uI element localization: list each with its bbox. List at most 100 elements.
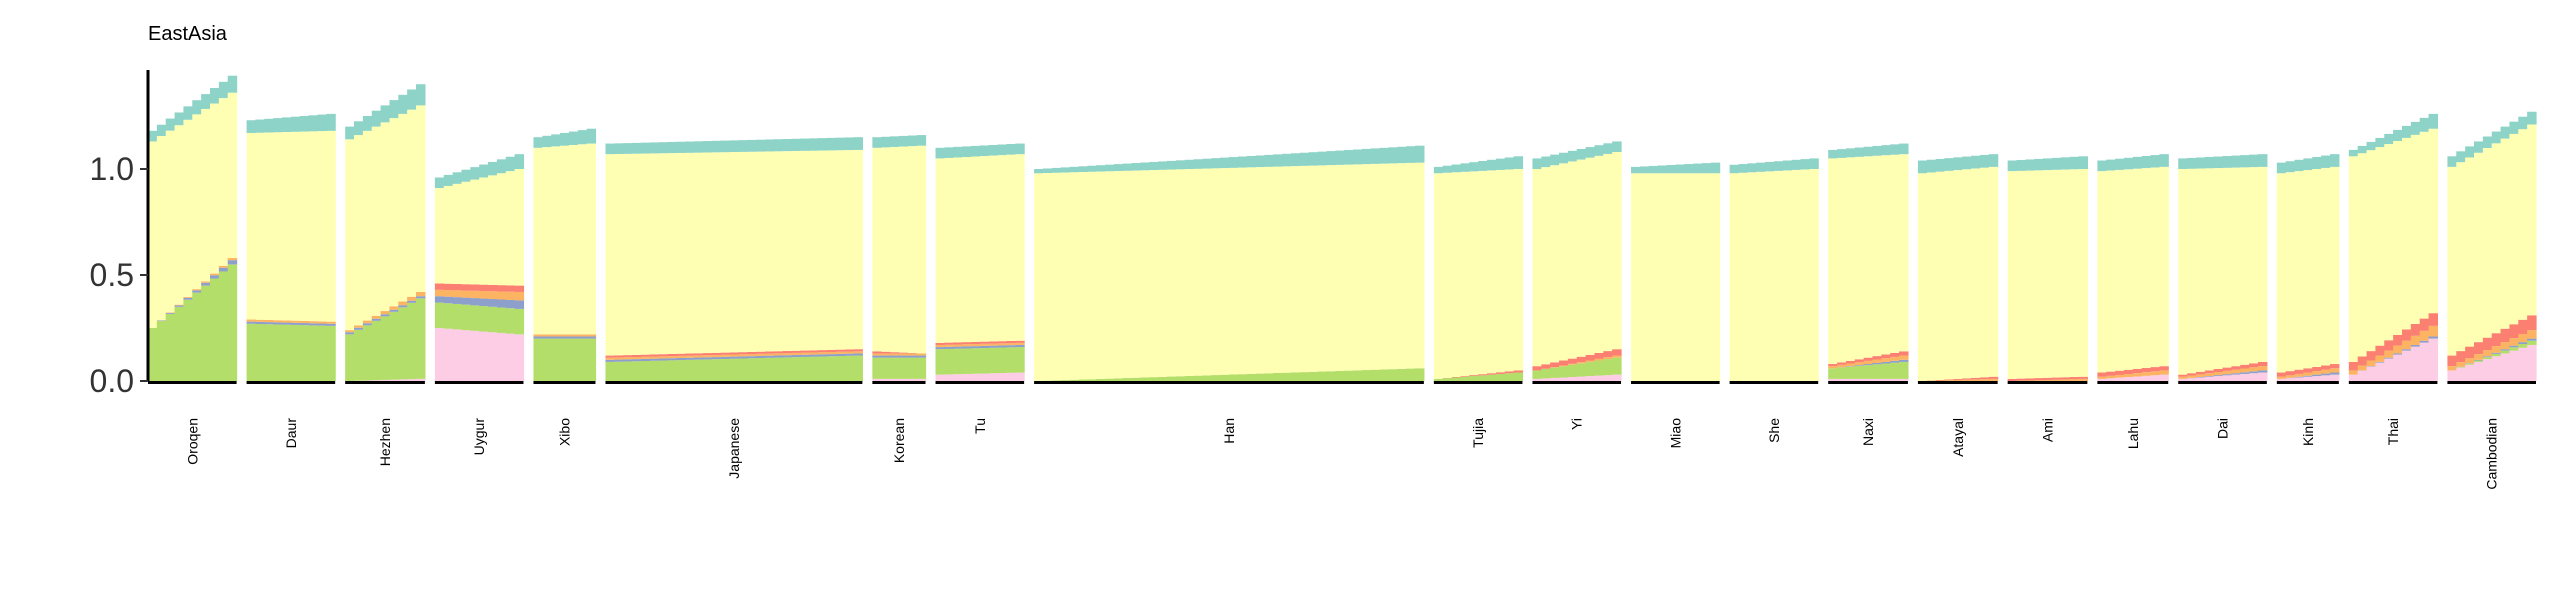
- bar-segment-c3: [2410, 344, 2421, 347]
- bar-segment-c7: [2491, 131, 2502, 144]
- group-ami: [2007, 156, 2088, 382]
- bar-segment-c4: [720, 354, 731, 357]
- group-tujia: [1433, 156, 1524, 381]
- bar-segment-c1: [1576, 376, 1587, 381]
- bar-segment-c2: [676, 360, 686, 381]
- bar-segment-c6: [826, 150, 837, 350]
- bar-segment-c7: [935, 147, 945, 159]
- bar-segment-c3: [505, 299, 516, 309]
- bar-segment-c4: [773, 353, 784, 356]
- bar-segment-c7: [632, 142, 642, 154]
- bar-segment-c3: [1863, 364, 1874, 366]
- bar-segment-c4: [1872, 359, 1882, 363]
- bar-segment-c3: [1872, 362, 1882, 365]
- bar-segment-c1: [2141, 375, 2152, 381]
- bar-segment-c6: [2456, 162, 2466, 352]
- bar-segment-c2: [1326, 371, 1336, 381]
- bar-segment-c3: [479, 298, 489, 307]
- bar-segment-c4: [299, 320, 310, 324]
- bar-segment-c2: [156, 320, 167, 381]
- bar-segment-c7: [354, 121, 364, 136]
- bar-segment-c6: [756, 151, 766, 352]
- bar-segment-c7: [210, 87, 220, 104]
- bar-segment-c2: [747, 358, 757, 381]
- bar-segment-c5: [1576, 356, 1587, 363]
- bar-segment-c2: [835, 356, 846, 381]
- bar-segment-c1: [997, 372, 1007, 381]
- group-label: Korean: [891, 418, 907, 463]
- bar-segment-c6: [551, 146, 561, 335]
- bar-segment-c2: [1863, 365, 1874, 379]
- bar-segment-c4: [605, 357, 615, 360]
- bar-segment-c3: [773, 355, 784, 358]
- bar-segment-c6: [2357, 153, 2368, 357]
- bar-segment-c5: [988, 341, 999, 344]
- bar-segment-c6: [1988, 166, 1999, 377]
- bar-segment-c3: [1899, 359, 1909, 362]
- bar-segment-c1: [2097, 378, 2107, 381]
- bar-segment-c7: [2240, 155, 2250, 168]
- bar-segment-c4: [1559, 365, 1569, 367]
- bar-segment-c6: [255, 132, 265, 320]
- bar-segment-c5: [1971, 377, 1981, 380]
- bar-segment-c5: [649, 354, 660, 357]
- bar-segment-c5: [2410, 324, 2421, 336]
- bar-segment-c6: [1612, 152, 1622, 350]
- bar-segment-c5: [782, 351, 793, 354]
- bar-segment-c7: [1881, 145, 1891, 156]
- bar-segment-c4: [970, 344, 981, 347]
- bar-segment-c2: [881, 357, 891, 379]
- bar-segment-c3: [1006, 345, 1016, 348]
- bar-segment-c2: [2500, 350, 2511, 354]
- bar-segment-c3: [1890, 360, 1900, 363]
- bar-segment-c7: [800, 138, 810, 151]
- bar-segment-c3: [667, 358, 677, 361]
- bar-segment-c5: [1890, 352, 1900, 357]
- bar-segment-c1: [2294, 377, 2304, 381]
- bar-segment-c6: [345, 139, 355, 331]
- bar-segment-c6: [667, 153, 677, 354]
- bar-segment-c3: [632, 359, 642, 362]
- bar-segment-c1: [2375, 362, 2385, 381]
- bar-segment-c3: [434, 296, 445, 303]
- bar-segment-c7: [2384, 133, 2394, 145]
- bar-segment-c6: [1184, 169, 1195, 376]
- group-atayal: [1917, 154, 1999, 382]
- bar-segment-c7: [2097, 160, 2107, 172]
- bar-segment-c6: [2257, 166, 2268, 362]
- bar-segment-c1: [470, 330, 480, 381]
- bar-segment-c3: [962, 346, 972, 349]
- bar-segment-c2: [1220, 374, 1230, 381]
- bar-segment-c4: [416, 291, 426, 297]
- bar-segment-c4: [201, 281, 211, 283]
- bar-segment-c4: [560, 334, 570, 337]
- bar-segment-c4: [174, 304, 185, 306]
- bar-segment-c7: [979, 145, 990, 157]
- bar-segment-c7: [844, 137, 855, 151]
- bar-segment-c4: [317, 321, 327, 324]
- bar-segment-c6: [2276, 173, 2287, 373]
- bar-segment-c1: [1863, 378, 1874, 381]
- bar-segment-c6: [496, 173, 507, 286]
- bar-segment-c2: [1202, 375, 1212, 381]
- bar-segment-c4: [326, 321, 336, 324]
- bar-segment-c7: [782, 139, 793, 152]
- bar-segment-c1: [2491, 356, 2502, 381]
- bar-segment-c3: [702, 357, 713, 360]
- bar-segment-c3: [282, 322, 292, 325]
- bar-segment-c3: [1881, 361, 1891, 364]
- bar-segment-c7: [1184, 159, 1195, 170]
- bar-segment-c3: [853, 353, 863, 356]
- bar-segment-c4: [362, 320, 373, 324]
- bar-segment-c4: [2527, 330, 2537, 339]
- bar-segment-c7: [2043, 158, 2053, 171]
- bar-segment-c1: [1899, 378, 1909, 381]
- bar-segment-c4: [345, 330, 355, 333]
- bar-segment-c7: [720, 140, 731, 153]
- bar-segment-c2: [1113, 378, 1124, 381]
- bar-segment-c6: [1729, 173, 1740, 381]
- bar-segment-c6: [1353, 164, 1363, 371]
- bar-segment-c2: [818, 356, 828, 381]
- bar-segment-c4: [505, 291, 516, 300]
- bar-segment-c7: [729, 140, 739, 153]
